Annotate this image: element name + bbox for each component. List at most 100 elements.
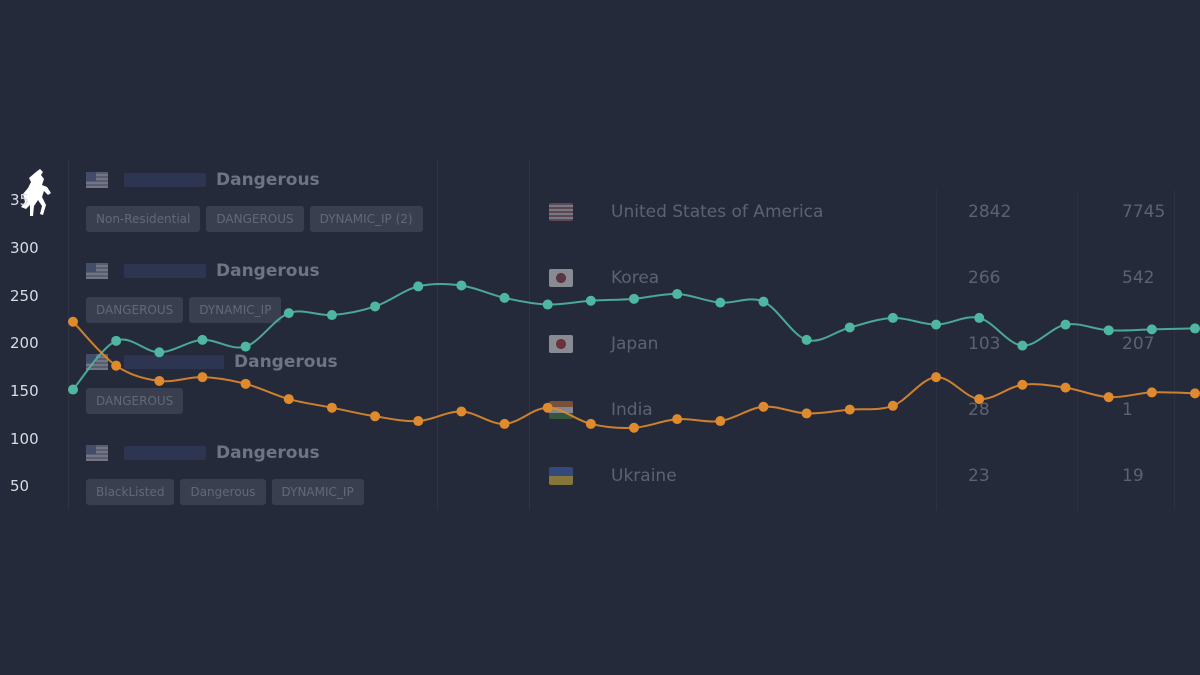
table-divider bbox=[936, 190, 937, 510]
data-point[interactable] bbox=[326, 310, 337, 321]
data-point[interactable] bbox=[283, 308, 294, 319]
table-divider bbox=[1174, 190, 1175, 510]
tag: DANGEROUS bbox=[86, 388, 184, 414]
data-point[interactable] bbox=[326, 402, 337, 413]
data-point[interactable] bbox=[499, 418, 510, 429]
country-count: 207 bbox=[1122, 334, 1155, 354]
data-point[interactable] bbox=[1017, 379, 1028, 390]
data-point[interactable] bbox=[1190, 323, 1200, 334]
ip-entry[interactable]: Dangerous BlackListed Dangerous DYNAMIC_… bbox=[86, 441, 364, 505]
data-point[interactable] bbox=[629, 293, 639, 304]
data-point[interactable] bbox=[844, 322, 855, 333]
data-point[interactable] bbox=[672, 414, 683, 425]
table-row[interactable]: Ukraine 23 19 bbox=[540, 456, 1200, 496]
data-point[interactable] bbox=[154, 347, 165, 358]
us-flag-icon bbox=[549, 203, 573, 221]
data-point[interactable] bbox=[370, 411, 381, 422]
tag: DYNAMIC_IP bbox=[271, 479, 364, 505]
data-point[interactable] bbox=[1060, 382, 1071, 393]
horse-rider-icon bbox=[21, 169, 51, 216]
country-name: India bbox=[611, 400, 653, 420]
country-count: 542 bbox=[1122, 268, 1155, 288]
grid-line bbox=[529, 160, 530, 510]
series-line-1 bbox=[72, 321, 1196, 429]
country-name: United States of America bbox=[611, 202, 824, 222]
data-point[interactable] bbox=[1103, 392, 1114, 403]
data-point[interactable] bbox=[370, 301, 381, 312]
ip-address-redacted bbox=[124, 355, 224, 369]
tag: DANGEROUS bbox=[86, 297, 184, 323]
data-point[interactable] bbox=[1060, 319, 1071, 330]
data-point[interactable] bbox=[197, 334, 208, 345]
table-divider bbox=[1077, 190, 1078, 510]
tag: DANGEROUS bbox=[206, 206, 304, 232]
y-tick-label: 200 bbox=[10, 334, 39, 352]
ip-status: Dangerous bbox=[234, 352, 338, 372]
data-point[interactable] bbox=[931, 319, 942, 330]
data-point[interactable] bbox=[542, 299, 553, 310]
data-point[interactable] bbox=[1103, 325, 1114, 336]
data-point[interactable] bbox=[629, 422, 639, 433]
data-point[interactable] bbox=[1190, 388, 1200, 399]
tag: BlackListed bbox=[86, 479, 175, 505]
data-point[interactable] bbox=[758, 401, 769, 412]
data-point[interactable] bbox=[931, 372, 942, 383]
data-point[interactable] bbox=[68, 316, 78, 327]
data-point[interactable] bbox=[887, 400, 898, 411]
ip-address-redacted bbox=[124, 264, 206, 278]
data-point[interactable] bbox=[1146, 387, 1157, 398]
ip-address-redacted bbox=[124, 446, 206, 460]
ip-address-redacted bbox=[124, 173, 206, 187]
data-point[interactable] bbox=[197, 372, 208, 383]
data-point[interactable] bbox=[585, 295, 596, 306]
data-point[interactable] bbox=[801, 334, 812, 345]
country-name: Korea bbox=[611, 268, 660, 288]
data-point[interactable] bbox=[585, 418, 596, 429]
data-point[interactable] bbox=[542, 402, 553, 413]
data-point[interactable] bbox=[974, 312, 985, 323]
data-point[interactable] bbox=[715, 416, 726, 427]
data-point[interactable] bbox=[413, 281, 424, 292]
country-count: 266 bbox=[968, 268, 1001, 288]
data-point[interactable] bbox=[413, 416, 424, 427]
ip-entry[interactable]: Dangerous DANGEROUS DYNAMIC_IP bbox=[86, 259, 320, 323]
data-point[interactable] bbox=[240, 378, 251, 389]
table-row[interactable]: Japan 103 207 bbox=[540, 324, 1200, 364]
data-point[interactable] bbox=[1146, 324, 1157, 335]
tag: Non-Residential bbox=[86, 206, 201, 232]
data-point[interactable] bbox=[456, 280, 467, 291]
ip-entry[interactable]: Dangerous Non-Residential DANGEROUS DYNA… bbox=[86, 168, 423, 232]
data-point[interactable] bbox=[715, 297, 726, 308]
us-flag-icon bbox=[86, 445, 108, 461]
ip-entry[interactable]: Dangerous DANGEROUS bbox=[86, 350, 338, 414]
table-row[interactable]: United States of America 2842 7745 bbox=[540, 192, 1200, 232]
data-point[interactable] bbox=[1017, 340, 1028, 351]
y-tick-label: 300 bbox=[10, 239, 39, 257]
data-point[interactable] bbox=[154, 375, 165, 386]
data-point[interactable] bbox=[974, 394, 985, 405]
us-flag-icon bbox=[86, 263, 108, 279]
data-point[interactable] bbox=[844, 404, 855, 415]
data-point[interactable] bbox=[68, 384, 78, 395]
data-point[interactable] bbox=[887, 312, 898, 323]
data-point[interactable] bbox=[283, 394, 294, 405]
data-point[interactable] bbox=[111, 335, 122, 346]
data-point[interactable] bbox=[758, 296, 769, 307]
country-table: United States of America 2842 7745 Korea… bbox=[540, 190, 1200, 510]
country-count: 23 bbox=[968, 466, 990, 486]
data-point[interactable] bbox=[111, 360, 122, 371]
ip-status: Dangerous bbox=[216, 170, 320, 190]
data-point[interactable] bbox=[672, 289, 683, 300]
country-name: Ukraine bbox=[611, 466, 677, 486]
table-row[interactable]: Korea 266 542 bbox=[540, 258, 1200, 298]
data-point[interactable] bbox=[801, 408, 812, 419]
data-point[interactable] bbox=[456, 406, 467, 417]
grid-line bbox=[437, 160, 438, 510]
grid-line bbox=[68, 160, 69, 510]
ukraine-flag-icon bbox=[549, 467, 573, 485]
y-tick-label: 250 bbox=[10, 287, 39, 305]
country-count: 2842 bbox=[968, 202, 1012, 222]
data-point[interactable] bbox=[240, 341, 251, 352]
data-point[interactable] bbox=[499, 292, 510, 303]
